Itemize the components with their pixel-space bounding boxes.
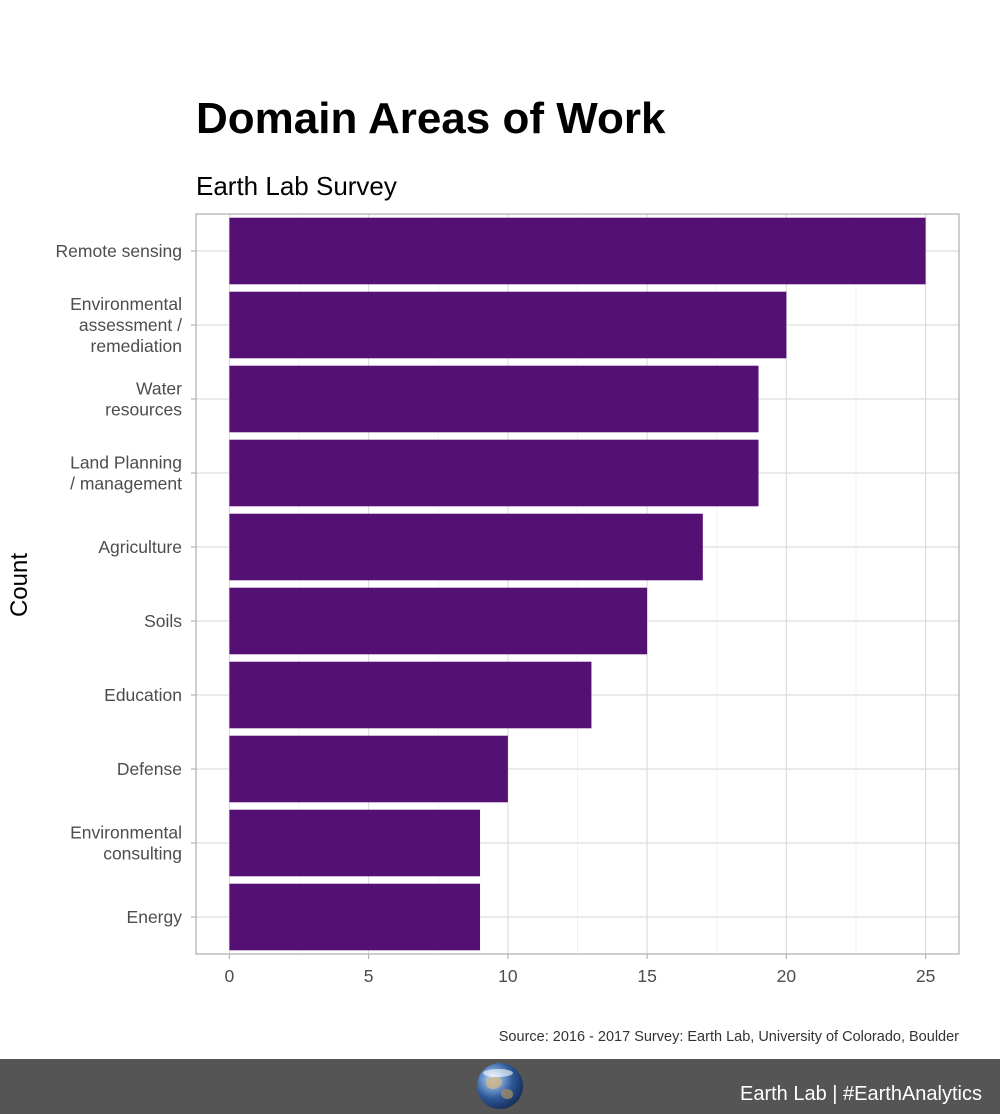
bar (229, 587, 648, 655)
bar (229, 291, 787, 359)
footer-text: Earth Lab | #EarthAnalytics (740, 1083, 982, 1105)
panel-border (195, 213, 960, 955)
y-tick-label: Water resources (105, 379, 182, 420)
bar-chart: Remote sensing Environmental assessment / r… (56, 213, 960, 986)
y-tick-label: Environmental assessment / remediation (70, 294, 182, 356)
x-tick-label: 10 (498, 966, 518, 986)
x-tick-label: 15 (637, 966, 656, 986)
y-tick-label: Remote sensing (56, 241, 182, 261)
chart-subtitle: Earth Lab Survey (196, 171, 397, 201)
bar (229, 217, 926, 285)
y-tick-label: Environmental consulting (70, 823, 182, 864)
chart-title: Domain Areas of Work (196, 94, 666, 143)
footer-bar: Earth Lab | #EarthAnalytics (0, 1059, 1000, 1114)
chart-caption: Source: 2016 - 2017 Survey: Earth Lab, U… (498, 1029, 959, 1045)
y-tick-label: Agriculture (98, 537, 182, 557)
bar (229, 439, 759, 507)
bar (229, 883, 481, 951)
x-tick-label: 5 (364, 966, 374, 986)
x-tick-label: 0 (225, 966, 235, 986)
bar (229, 735, 508, 803)
y-tick-label: Soils (144, 611, 182, 631)
bar (229, 661, 592, 729)
x-tick-label: 20 (777, 966, 797, 986)
y-tick-label: Education (104, 685, 182, 705)
bar (229, 809, 481, 877)
bar (229, 513, 703, 581)
y-tick-label: Defense (117, 759, 182, 779)
x-tick-label: 25 (916, 966, 935, 986)
globe-icon (477, 1063, 523, 1109)
y-tick-label: Land Planning / management (70, 453, 182, 494)
bar (229, 365, 759, 433)
y-tick-label: Energy (127, 907, 183, 927)
